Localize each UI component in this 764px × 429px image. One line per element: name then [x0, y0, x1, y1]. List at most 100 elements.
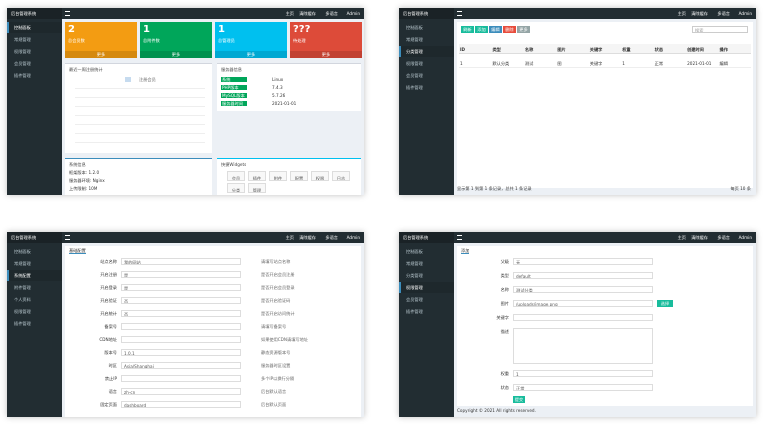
field-input[interactable]: 测试分类 [513, 286, 653, 293]
menu-item[interactable]: 分类管理 [406, 273, 423, 278]
toolbar-button[interactable]: 添加 [475, 26, 488, 33]
toolbar-button[interactable]: 编辑 [489, 26, 502, 33]
stat-more[interactable]: 更多 [65, 51, 137, 58]
field-help: 是否开启会员登录 [261, 285, 295, 290]
widget-tile[interactable]: 管理 [248, 183, 266, 193]
menu-item[interactable]: 个人资料 [14, 297, 31, 302]
table-header: 关键字 [588, 44, 622, 54]
topbar-link[interactable]: 主页 [677, 11, 686, 16]
field-input[interactable]: 是 [121, 271, 241, 278]
menu-toggle[interactable] [65, 11, 70, 16]
topbar-link[interactable]: 清除缓存 [691, 235, 708, 240]
field-input[interactable]: Asia/Shanghai [121, 362, 241, 369]
table-cell: 测试 [523, 58, 557, 68]
field-label: 父级 [500, 259, 509, 264]
field-help: 请填写站点名称 [261, 259, 291, 264]
submit-button[interactable]: 提交 [513, 396, 525, 403]
menu-item[interactable]: 常规管理 [14, 261, 31, 266]
menu-toggle[interactable] [457, 235, 462, 240]
menu-item[interactable]: 权限管理 [406, 61, 423, 66]
topbar-link[interactable]: Admin [738, 11, 752, 16]
field-input[interactable]: 正常 [513, 384, 653, 391]
field-label: 状态 [500, 385, 509, 390]
field-input[interactable]: 是 [121, 284, 241, 291]
field-input[interactable]: 1.0.1 [121, 349, 241, 356]
menu-item[interactable]: 权限管理 [399, 282, 454, 293]
table-header: 操作 [718, 44, 751, 54]
info-row: 服务器环境: Nginx [69, 178, 105, 183]
menu-item[interactable]: 控制面板 [14, 249, 31, 254]
info-row: 上传限制: 10M [69, 186, 98, 191]
field-input[interactable]: zh-cn [121, 388, 241, 395]
topbar-link[interactable]: 主页 [285, 11, 294, 16]
menu-item[interactable]: 附件管理 [14, 285, 31, 290]
tab[interactable]: 添加 [461, 248, 470, 255]
field-input[interactable]: 我的网站 [121, 258, 241, 265]
select-button[interactable]: 选择 [657, 300, 673, 307]
topbar-link[interactable]: 清除缓存 [299, 235, 316, 240]
stat-more[interactable]: 更多 [215, 51, 287, 58]
widget-tile[interactable]: 配置 [290, 171, 308, 181]
topbar-link[interactable]: 多语言 [717, 235, 730, 240]
field-label: 备案号 [104, 324, 117, 329]
menu-item[interactable]: 插件管理 [14, 321, 31, 326]
menu-item[interactable]: 常规管理 [406, 37, 423, 42]
widget-tile[interactable]: 权限 [311, 171, 329, 181]
field-input[interactable]: 无 [513, 258, 653, 265]
field-input[interactable]: /uploads/image.png [513, 300, 653, 307]
field-input[interactable] [513, 328, 653, 364]
toolbar-button[interactable]: 删除 [503, 26, 516, 33]
table-cell: 1 [459, 58, 492, 68]
field-input[interactable]: 否 [121, 310, 241, 317]
stat-more[interactable]: 更多 [140, 51, 212, 58]
widget-tile[interactable]: 插件 [248, 171, 266, 181]
search-input[interactable]: 搜索 [692, 26, 748, 33]
menu-item[interactable]: 会员管理 [406, 297, 423, 302]
menu-toggle[interactable] [457, 11, 462, 16]
menu-item[interactable]: 常规管理 [14, 37, 31, 42]
topbar-link[interactable]: 清除缓存 [299, 11, 316, 16]
menu-item[interactable]: 权限管理 [14, 49, 31, 54]
menu-item[interactable]: 会员管理 [14, 61, 31, 66]
field-input[interactable]: 否 [121, 297, 241, 304]
topbar-link[interactable]: 主页 [285, 235, 294, 240]
menu-item[interactable]: 插件管理 [406, 85, 423, 90]
topbar-link[interactable]: 多语言 [717, 11, 730, 16]
menu-item[interactable]: 常规管理 [406, 261, 423, 266]
field-input[interactable]: dashboard [121, 401, 241, 408]
menu-item[interactable]: 控制面板 [7, 22, 62, 33]
menu-item[interactable]: 权限管理 [14, 309, 31, 314]
menu-item[interactable]: 会员管理 [406, 73, 423, 78]
stat-label: 总管理员 [218, 38, 235, 43]
toolbar-button[interactable]: 更多 [517, 26, 530, 33]
field-input[interactable]: 1 [513, 370, 653, 377]
menu-item[interactable]: 控制面板 [406, 25, 423, 30]
widget-tile[interactable]: 日志 [332, 171, 350, 181]
widget-tile[interactable]: 附件 [269, 171, 287, 181]
menu-item[interactable]: 插件管理 [406, 309, 423, 314]
stat-more[interactable]: 更多 [290, 51, 362, 58]
topbar-link[interactable]: 清除缓存 [691, 11, 708, 16]
topbar-link[interactable]: 多语言 [325, 235, 338, 240]
topbar-link[interactable]: 多语言 [325, 11, 338, 16]
menu-item[interactable]: 插件管理 [14, 73, 31, 78]
widget-tile[interactable]: 分类 [227, 183, 245, 193]
field-input[interactable] [121, 336, 241, 343]
topbar-link[interactable]: 主页 [677, 235, 686, 240]
menu-item[interactable]: 控制面板 [406, 249, 423, 254]
menu-item[interactable]: 分类管理 [399, 46, 454, 57]
field-input[interactable] [513, 314, 653, 321]
topbar-link[interactable]: Admin [346, 235, 360, 240]
field-input[interactable] [121, 323, 241, 330]
topbar-link[interactable]: Admin [346, 11, 360, 16]
toolbar-button[interactable]: 刷新 [461, 26, 474, 33]
tab[interactable]: 基础配置 [69, 248, 86, 255]
menu-toggle[interactable] [65, 235, 70, 240]
field-label: 图片 [500, 301, 509, 306]
field-input[interactable]: default [513, 272, 653, 279]
topbar-link[interactable]: Admin [738, 235, 752, 240]
field-input[interactable] [121, 375, 241, 382]
menu-item[interactable]: 系统配置 [7, 270, 62, 281]
widget-tile[interactable]: 会员 [227, 171, 245, 181]
topbar [62, 8, 364, 19]
